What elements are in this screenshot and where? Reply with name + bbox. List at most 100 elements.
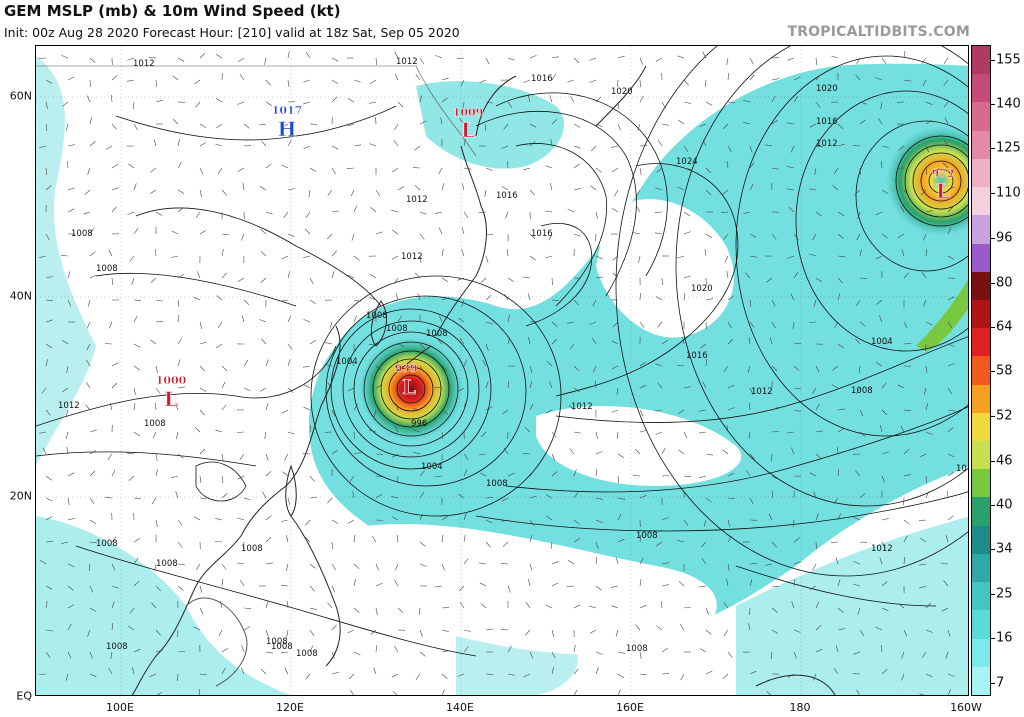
wind-barb: [595, 585, 602, 591]
wind-barb: [502, 541, 509, 547]
wind-barb: [573, 387, 580, 393]
wind-barb: [507, 315, 510, 323]
wind-barb: [153, 139, 157, 147]
wind-barb: [551, 667, 554, 675]
wind-barb: [699, 648, 707, 653]
wind-barb: [903, 321, 908, 329]
wind-barbs: [38, 51, 956, 695]
wind-barb: [720, 211, 729, 213]
wind-barb: [199, 365, 205, 372]
wind-barb: [568, 404, 575, 411]
wind-barb: [639, 534, 641, 543]
wind-barb: [634, 448, 641, 455]
wind-barb: [287, 233, 295, 237]
wind-barb: [459, 118, 465, 125]
lon-label-160e: 160E: [616, 701, 644, 714]
wind-barb: [45, 475, 52, 481]
wind-barb: [393, 277, 399, 284]
wind-barb: [529, 563, 533, 571]
wind-barb: [837, 428, 845, 433]
wind-barb: [657, 382, 663, 389]
wind-barb: [574, 689, 578, 695]
wind-barb: [305, 52, 311, 59]
wind-barb: [699, 409, 707, 412]
wind-barb: [67, 144, 75, 147]
typhoon-isobars: [310, 275, 562, 517]
wind-barb: [704, 249, 707, 257]
wind-barb: [551, 651, 556, 659]
wind-barb: [703, 519, 707, 527]
wind-barb: [353, 452, 361, 455]
wind-barb: [394, 73, 399, 81]
wind-barb: [943, 79, 949, 86]
isobar-label: 1008: [241, 544, 263, 554]
wind-barb: [875, 211, 883, 216]
wind-barb: [815, 277, 822, 283]
wind-barb: [463, 101, 465, 110]
wind-barb: [655, 187, 663, 191]
isobar-label: 1008: [626, 644, 648, 654]
wind-barb: [549, 183, 553, 191]
wind-barb: [595, 468, 598, 477]
wind-barb: [771, 406, 779, 411]
wind-barb: [748, 623, 751, 631]
wind-barb: [351, 233, 355, 241]
wind-barb: [463, 469, 468, 477]
wind-barb: [435, 55, 443, 59]
wind-barb: [196, 563, 201, 571]
wind-barb: [393, 140, 399, 147]
wind-barb: [639, 579, 642, 587]
wind-barb: [661, 475, 670, 477]
wind-barb: [837, 579, 841, 587]
wind-barb: [808, 321, 817, 323]
wind-barb: [237, 562, 245, 565]
colorbar-tick: [991, 549, 995, 550]
wind-barb: [150, 339, 157, 345]
wind-barb: [265, 211, 273, 215]
wind-barb: [221, 667, 226, 675]
wind-barb: [793, 271, 799, 279]
wind-barb: [309, 629, 315, 636]
wind-barb: [683, 386, 691, 389]
wind-barb: [220, 601, 223, 609]
wind-barb: [880, 160, 883, 169]
wind-barb: [639, 384, 647, 389]
wind-barb: [89, 117, 93, 125]
wind-barb: [896, 101, 905, 103]
wind-barb: [903, 409, 912, 411]
low-value: 1000: [156, 374, 187, 387]
colorbar-tick: [991, 683, 995, 684]
wind-barb: [45, 276, 53, 279]
wind-barb: [216, 123, 223, 129]
wind-barb: [655, 232, 663, 235]
wind-barb: [265, 359, 269, 367]
wind-barb: [593, 365, 597, 373]
wind-barb: [903, 556, 905, 565]
wind-barb: [837, 469, 840, 477]
wind-barb: [947, 387, 953, 394]
wind-barb: [705, 233, 713, 238]
colorbar-tick: [991, 193, 995, 194]
isobar-label: 1020: [691, 284, 713, 294]
wind-barb: [856, 233, 861, 241]
wind-barb: [415, 74, 421, 81]
wind-barb: [923, 233, 927, 241]
wind-barb: [369, 101, 377, 104]
wind-barb: [175, 491, 179, 499]
wind-barb: [815, 57, 818, 66]
wind-barb: [89, 497, 95, 504]
wind-barb: [265, 453, 269, 461]
wind-barb: [503, 448, 509, 455]
wind-barb: [678, 581, 685, 587]
wind-barb: [813, 491, 817, 499]
wind-barb: [743, 122, 751, 125]
wind-barb: [195, 211, 201, 218]
wind-barb: [881, 607, 889, 612]
wind-barb: [749, 162, 755, 169]
wind-barb: [221, 189, 227, 196]
wind-barb: [419, 513, 423, 521]
wind-barb: [815, 74, 821, 81]
wind-barb: [61, 541, 69, 544]
wind-barb: [595, 211, 598, 219]
wind-barb: [397, 101, 404, 108]
